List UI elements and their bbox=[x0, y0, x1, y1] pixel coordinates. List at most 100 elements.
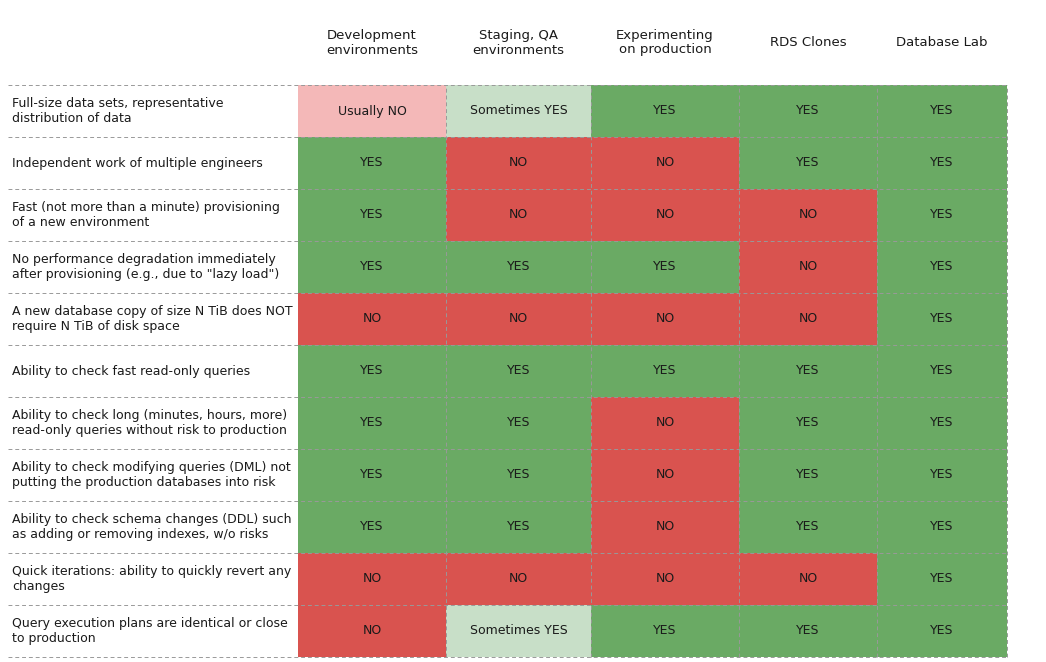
Text: Usually NO: Usually NO bbox=[338, 105, 407, 117]
Bar bbox=[446, 241, 591, 293]
Text: Experimenting
on production: Experimenting on production bbox=[616, 28, 713, 56]
Text: RDS Clones: RDS Clones bbox=[770, 36, 846, 49]
Bar bbox=[591, 397, 740, 449]
Bar bbox=[877, 397, 1007, 449]
Bar bbox=[298, 293, 446, 345]
Text: YES: YES bbox=[360, 209, 384, 222]
Text: NO: NO bbox=[656, 312, 675, 326]
Bar bbox=[591, 189, 740, 241]
Text: NO: NO bbox=[656, 520, 675, 534]
Bar bbox=[446, 553, 591, 605]
Bar bbox=[446, 345, 591, 397]
Text: NO: NO bbox=[362, 312, 382, 326]
Text: YES: YES bbox=[506, 365, 530, 377]
Bar bbox=[877, 241, 1007, 293]
Bar bbox=[740, 553, 877, 605]
Bar bbox=[740, 345, 877, 397]
Text: NO: NO bbox=[656, 416, 675, 430]
Text: YES: YES bbox=[930, 469, 954, 481]
Bar bbox=[877, 345, 1007, 397]
Bar bbox=[877, 189, 1007, 241]
Bar bbox=[740, 293, 877, 345]
Text: YES: YES bbox=[930, 156, 954, 169]
Bar bbox=[298, 397, 446, 449]
Text: YES: YES bbox=[506, 520, 530, 534]
Bar bbox=[740, 397, 877, 449]
Bar bbox=[740, 241, 877, 293]
Text: NO: NO bbox=[798, 312, 818, 326]
Text: NO: NO bbox=[656, 156, 675, 169]
Text: NO: NO bbox=[362, 573, 382, 585]
Text: YES: YES bbox=[930, 416, 954, 430]
Text: NO: NO bbox=[362, 624, 382, 638]
Text: NO: NO bbox=[798, 573, 818, 585]
Text: NO: NO bbox=[656, 573, 675, 585]
Text: Full-size data sets, representative
distribution of data: Full-size data sets, representative dist… bbox=[12, 97, 224, 125]
Bar bbox=[877, 449, 1007, 501]
Text: YES: YES bbox=[796, 469, 820, 481]
Text: YES: YES bbox=[796, 416, 820, 430]
Text: Query execution plans are identical or close
to production: Query execution plans are identical or c… bbox=[12, 617, 288, 645]
Text: Ability to check modifying queries (DML) not
putting the production databases in: Ability to check modifying queries (DML)… bbox=[12, 461, 291, 489]
Bar bbox=[591, 605, 740, 657]
Text: Ability to check fast read-only queries: Ability to check fast read-only queries bbox=[12, 365, 250, 377]
Text: NO: NO bbox=[508, 156, 528, 169]
Text: YES: YES bbox=[360, 156, 384, 169]
Bar bbox=[877, 85, 1007, 137]
Bar bbox=[877, 137, 1007, 189]
Bar bbox=[740, 605, 877, 657]
Text: YES: YES bbox=[360, 416, 384, 430]
Text: Database Lab: Database Lab bbox=[896, 36, 987, 49]
Bar bbox=[591, 293, 740, 345]
Bar bbox=[591, 85, 740, 137]
Bar bbox=[298, 137, 446, 189]
Bar bbox=[877, 293, 1007, 345]
Bar bbox=[591, 345, 740, 397]
Bar bbox=[446, 293, 591, 345]
Text: YES: YES bbox=[360, 520, 384, 534]
Bar bbox=[298, 605, 446, 657]
Bar bbox=[298, 189, 446, 241]
Text: YES: YES bbox=[930, 105, 954, 117]
Text: A new database copy of size N TiB does NOT
require N TiB of disk space: A new database copy of size N TiB does N… bbox=[12, 305, 293, 333]
Text: Quick iterations: ability to quickly revert any
changes: Quick iterations: ability to quickly rev… bbox=[12, 565, 291, 593]
Bar bbox=[740, 85, 877, 137]
Bar bbox=[877, 501, 1007, 553]
Bar bbox=[298, 241, 446, 293]
Text: NO: NO bbox=[798, 261, 818, 273]
Text: YES: YES bbox=[796, 520, 820, 534]
Text: YES: YES bbox=[930, 573, 954, 585]
Text: YES: YES bbox=[796, 156, 820, 169]
Text: YES: YES bbox=[654, 261, 677, 273]
Bar bbox=[446, 189, 591, 241]
Text: Staging, QA
environments: Staging, QA environments bbox=[473, 28, 565, 56]
Text: YES: YES bbox=[654, 365, 677, 377]
Text: YES: YES bbox=[930, 261, 954, 273]
Bar bbox=[740, 449, 877, 501]
Bar bbox=[740, 501, 877, 553]
Bar bbox=[446, 137, 591, 189]
Bar bbox=[877, 553, 1007, 605]
Text: YES: YES bbox=[506, 416, 530, 430]
Text: YES: YES bbox=[930, 209, 954, 222]
Text: Ability to check schema changes (DDL) such
as adding or removing indexes, w/o ri: Ability to check schema changes (DDL) su… bbox=[12, 513, 292, 541]
Text: YES: YES bbox=[796, 624, 820, 638]
Text: YES: YES bbox=[796, 365, 820, 377]
Text: YES: YES bbox=[930, 520, 954, 534]
Text: NO: NO bbox=[508, 209, 528, 222]
Bar bbox=[740, 189, 877, 241]
Bar bbox=[446, 85, 591, 137]
Text: NO: NO bbox=[656, 209, 675, 222]
Text: YES: YES bbox=[654, 105, 677, 117]
Bar bbox=[877, 605, 1007, 657]
Text: YES: YES bbox=[506, 469, 530, 481]
Bar bbox=[446, 501, 591, 553]
Text: Fast (not more than a minute) provisioning
of a new environment: Fast (not more than a minute) provisioni… bbox=[12, 201, 280, 229]
Text: NO: NO bbox=[508, 573, 528, 585]
Bar bbox=[298, 449, 446, 501]
Text: Sometimes YES: Sometimes YES bbox=[470, 624, 567, 638]
Bar bbox=[591, 501, 740, 553]
Text: No performance degradation immediately
after provisioning (e.g., due to "lazy lo: No performance degradation immediately a… bbox=[12, 253, 279, 281]
Bar bbox=[298, 345, 446, 397]
Bar bbox=[591, 553, 740, 605]
